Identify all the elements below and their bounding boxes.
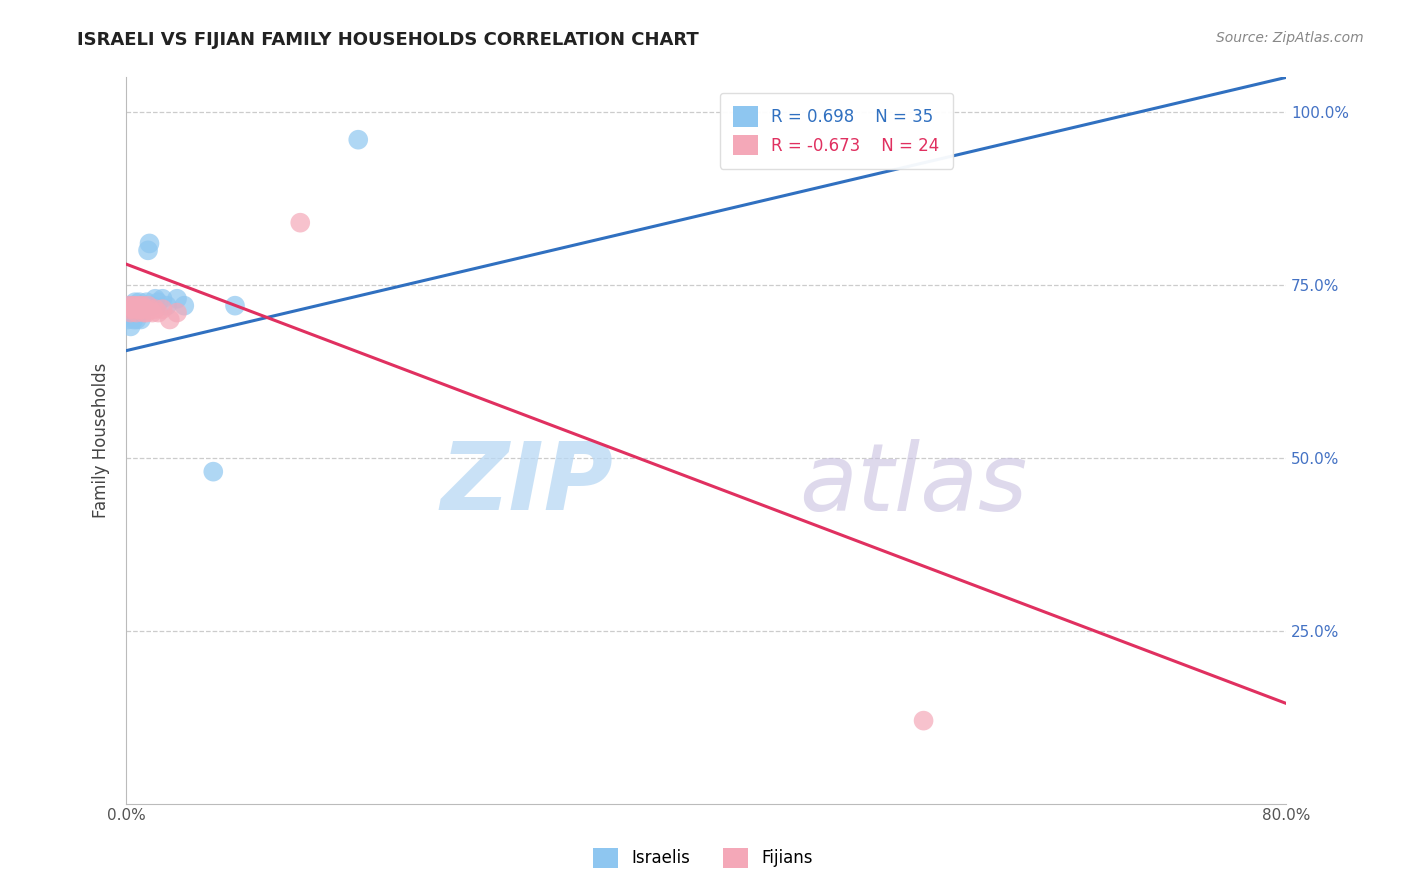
Y-axis label: Family Households: Family Households — [93, 363, 110, 518]
Point — [124, 295, 146, 310]
Point — [122, 312, 145, 326]
Point — [117, 312, 139, 326]
Point — [173, 299, 195, 313]
Point — [127, 302, 149, 317]
Point — [129, 302, 152, 317]
Legend: R = 0.698    N = 35, R = -0.673    N = 24: R = 0.698 N = 35, R = -0.673 N = 24 — [720, 93, 953, 169]
Point — [136, 299, 159, 313]
Point — [148, 305, 170, 319]
Point — [136, 244, 159, 258]
Point — [120, 319, 142, 334]
Point — [128, 302, 150, 317]
Point — [290, 216, 312, 230]
Point — [122, 302, 145, 317]
Point — [131, 299, 153, 313]
Point — [121, 299, 143, 313]
Point — [117, 299, 139, 313]
Legend: Israelis, Fijians: Israelis, Fijians — [586, 841, 820, 875]
Point — [347, 133, 370, 147]
Point — [912, 714, 935, 728]
Point — [129, 302, 152, 317]
Point — [127, 305, 149, 319]
Point — [135, 305, 157, 319]
Point — [138, 236, 160, 251]
Point — [202, 465, 225, 479]
Text: Source: ZipAtlas.com: Source: ZipAtlas.com — [1216, 31, 1364, 45]
Point — [132, 305, 155, 319]
Point — [120, 305, 142, 319]
Point — [224, 299, 246, 313]
Point — [128, 295, 150, 310]
Text: ZIP: ZIP — [440, 438, 613, 530]
Point — [125, 312, 148, 326]
Point — [127, 299, 149, 313]
Point — [134, 302, 156, 317]
Point — [118, 299, 141, 313]
Point — [125, 305, 148, 319]
Text: atlas: atlas — [799, 439, 1028, 530]
Point — [148, 295, 170, 310]
Point — [132, 302, 155, 317]
Point — [143, 302, 166, 317]
Point — [143, 292, 166, 306]
Point — [166, 305, 188, 319]
Point — [152, 292, 174, 306]
Point — [124, 305, 146, 319]
Point — [121, 309, 143, 323]
Point — [138, 302, 160, 317]
Point — [156, 299, 179, 313]
Point — [125, 302, 148, 317]
Point — [128, 299, 150, 313]
Point — [118, 302, 141, 317]
Point — [131, 299, 153, 313]
Point — [118, 305, 141, 319]
Point — [124, 299, 146, 313]
Point — [120, 302, 142, 317]
Point — [129, 312, 152, 326]
Point — [141, 305, 163, 319]
Point — [152, 302, 174, 317]
Text: ISRAELI VS FIJIAN FAMILY HOUSEHOLDS CORRELATION CHART: ISRAELI VS FIJIAN FAMILY HOUSEHOLDS CORR… — [77, 31, 699, 49]
Point — [122, 302, 145, 317]
Point — [121, 299, 143, 313]
Point — [166, 292, 188, 306]
Point — [159, 312, 181, 326]
Point — [134, 299, 156, 313]
Point — [135, 295, 157, 310]
Point — [141, 299, 163, 313]
